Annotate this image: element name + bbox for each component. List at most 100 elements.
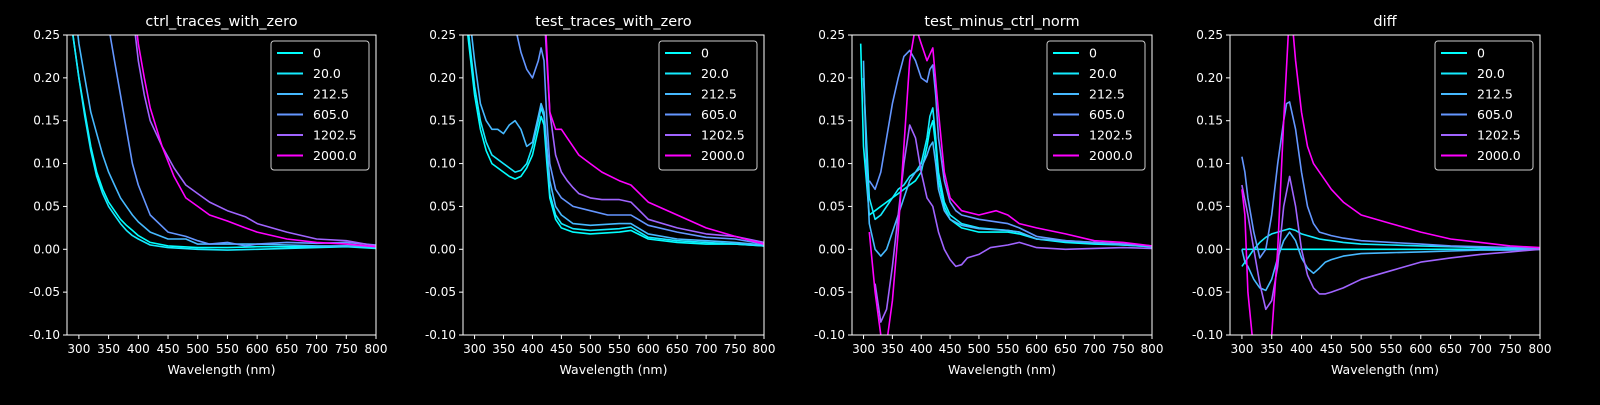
series-line-605.0 (868, 49, 1152, 247)
chart-panel-3: test_minus_ctrl_norm 300 350 400 450 500 550 60… (814, 14, 1164, 377)
series-line-2000.0 (1241, 35, 1540, 335)
series-group (859, 35, 1152, 335)
x-tick-label: 350 (97, 342, 120, 356)
x-tick-label: 700 (695, 342, 718, 356)
x-tick-label: 450 (157, 342, 180, 356)
legend-label: 605.0 (1477, 107, 1513, 122)
series-line-1202.5 (134, 35, 376, 247)
legend-label: 212.5 (1089, 87, 1125, 102)
x-tick-label: 450 (550, 342, 573, 356)
x-tick-label: 700 (1469, 342, 1492, 356)
legend-label: 20.0 (701, 66, 729, 81)
y-tick-label: -0.10 (1192, 328, 1223, 342)
x-tick-label: 650 (666, 342, 689, 356)
x-tick-label: 350 (881, 342, 904, 356)
x-tick-label: 550 (216, 342, 239, 356)
y-tick-label: 0.00 (818, 242, 845, 256)
y-tick-label: 0.20 (429, 71, 456, 85)
legend-label: 1202.5 (1089, 128, 1133, 143)
y-tick-label: 0.05 (429, 199, 456, 213)
legend-label: 212.5 (1477, 87, 1513, 102)
x-tick-label: 300 (463, 342, 486, 356)
legend: 0 20.0 212.5 605.0 1202.5 2000.0 (1434, 40, 1534, 171)
legend: 0 20.0 212.5 605.0 1202.5 2000.0 (658, 40, 758, 171)
y-tick-label: 0.00 (429, 242, 456, 256)
y-tick-label: 0.25 (818, 28, 845, 42)
series-line-605.0 (1241, 101, 1540, 259)
series-line-20.0 (467, 35, 764, 247)
series-line-2000.0 (545, 35, 764, 245)
y-tick-label: -0.05 (1192, 285, 1223, 299)
x-tick-label: 300 (852, 342, 875, 356)
y-tick-label: 0.05 (33, 199, 60, 213)
x-axis-label: Wavelength (nm) (168, 362, 276, 377)
x-tick-label: 400 (521, 342, 544, 356)
x-tick-label: 700 (305, 342, 328, 356)
legend-label: 20.0 (1477, 66, 1505, 81)
y-tick-label: 0.00 (1196, 242, 1223, 256)
legend-label: 2000.0 (1089, 148, 1133, 163)
x-tick-label: 400 (127, 342, 150, 356)
chart-panel-1: ctrl_traces_with_zero 300 350 400 450 500 550 6… (29, 14, 388, 377)
chart-title: test_minus_ctrl_norm (924, 14, 1079, 30)
plot-frame (1229, 34, 1541, 336)
x-tick-label: 650 (275, 342, 298, 356)
x-tick-label: 600 (637, 342, 660, 356)
series-line-20.0 (72, 35, 376, 251)
legend-label: 2000.0 (313, 148, 357, 163)
y-tick-label: 0.20 (33, 71, 60, 85)
x-axis-label: Wavelength (nm) (948, 362, 1056, 377)
y-tick-label: -0.10 (425, 328, 456, 342)
x-tick-label: 500 (579, 342, 602, 356)
x-tick-label: 750 (1499, 342, 1522, 356)
y-tick-label: 0.20 (818, 71, 845, 85)
series-line-212.5 (1241, 231, 1540, 292)
legend-label: 1202.5 (701, 128, 745, 143)
x-tick-label: 350 (492, 342, 515, 356)
series-line-0 (859, 43, 1152, 248)
y-tick-label: 0.10 (1196, 157, 1223, 171)
x-axis-label: Wavelength (nm) (560, 362, 668, 377)
legend-label: 1202.5 (313, 128, 357, 143)
y-tick-label: 0.20 (1196, 71, 1223, 85)
series-group (467, 35, 764, 247)
x-tick-label: 450 (1320, 342, 1343, 356)
y-tick-label: 0.10 (429, 157, 456, 171)
chart-title: ctrl_traces_with_zero (145, 14, 297, 30)
x-tick-label: 550 (608, 342, 631, 356)
y-tick-label: -0.05 (814, 285, 845, 299)
y-tick-label: -0.05 (425, 285, 456, 299)
x-tick-label: 650 (1054, 342, 1077, 356)
x-tick-label: 750 (1112, 342, 1135, 356)
x-tick-label: 400 (1290, 342, 1313, 356)
series-line-212.5 (77, 35, 376, 248)
series-line-1202.5 (1241, 175, 1540, 311)
legend-label: 605.0 (1089, 107, 1125, 122)
legend-label: 2000.0 (701, 148, 745, 163)
legend-label: 0 (1089, 46, 1097, 61)
series-line-20.0 (1241, 227, 1540, 267)
y-tick-label: 0.15 (1196, 114, 1223, 128)
legend-label: 605.0 (701, 107, 737, 122)
legend-label: 20.0 (1089, 66, 1117, 81)
y-tick-label: 0.15 (429, 114, 456, 128)
x-tick-label: 800 (753, 342, 776, 356)
legend-label: 0 (701, 46, 709, 61)
y-tick-label: -0.10 (814, 328, 845, 342)
legend-label: 20.0 (313, 66, 341, 81)
plot-frame (462, 34, 765, 336)
y-tick-label: -0.05 (29, 285, 60, 299)
y-tick-label: 0.15 (33, 114, 60, 128)
legend-label: 2000.0 (1477, 148, 1521, 163)
series-line-2000.0 (136, 35, 376, 248)
x-tick-label: 750 (724, 342, 747, 356)
series-line-212.5 (862, 60, 1152, 257)
x-tick-label: 750 (335, 342, 358, 356)
x-tick-label: 650 (1439, 342, 1462, 356)
x-tick-label: 800 (1141, 342, 1164, 356)
x-tick-label: 300 (67, 342, 90, 356)
x-tick-label: 600 (1409, 342, 1432, 356)
x-tick-label: 550 (1380, 342, 1403, 356)
